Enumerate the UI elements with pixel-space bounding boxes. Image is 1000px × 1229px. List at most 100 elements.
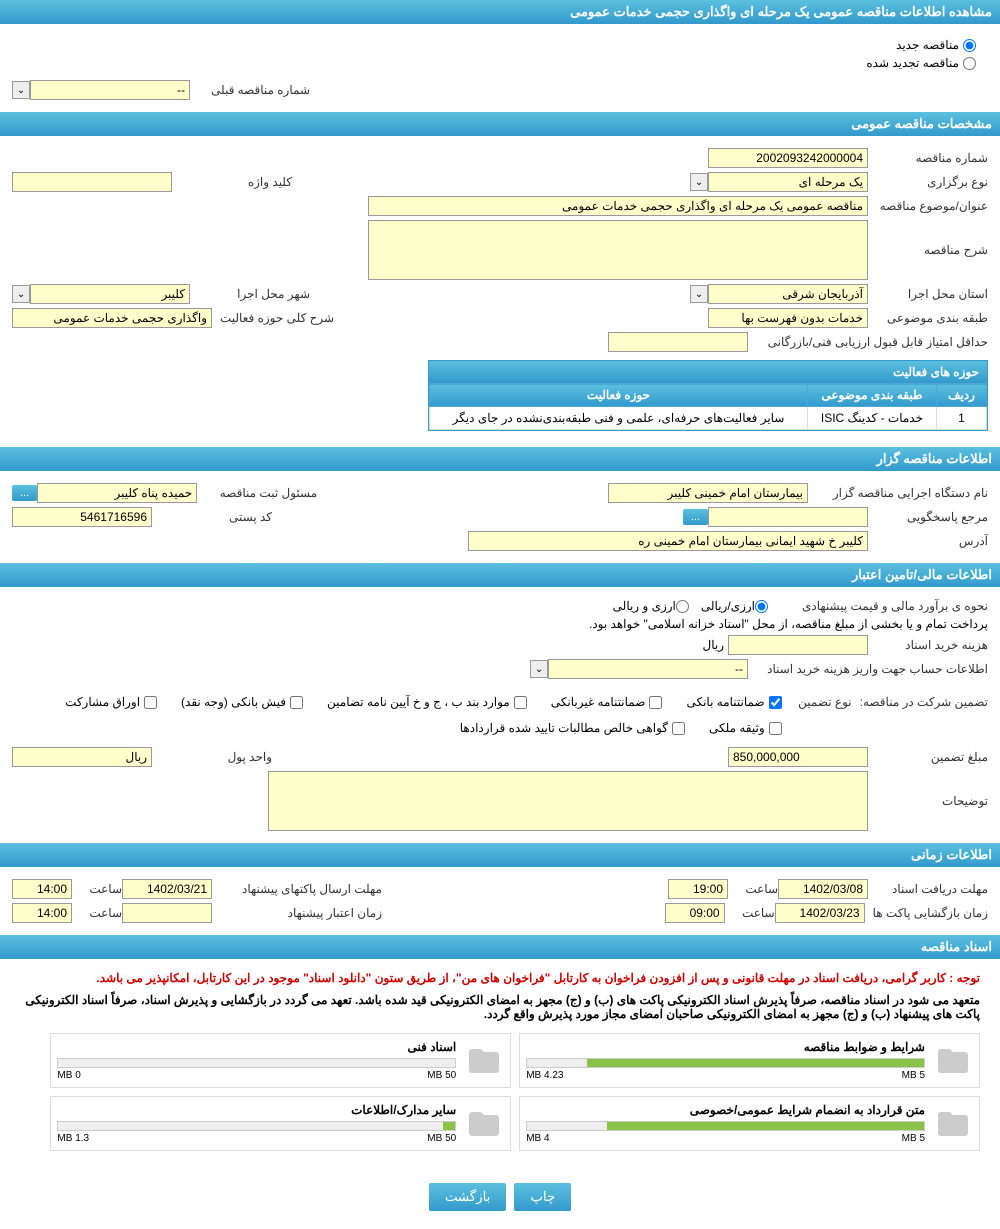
explanation-field[interactable] (268, 771, 868, 831)
guarantee-checkbox-item: موارد بند ب ، ج و خ آیین نامه تضامین (327, 695, 527, 709)
subject-label: عنوان/موضوع مناقصه (868, 199, 988, 213)
guarantee-checkbox[interactable] (144, 696, 157, 709)
radio-renewed-tender[interactable] (963, 57, 976, 70)
col-classification: طبقه بندی موضوعی (807, 384, 936, 407)
time-label: ساعت (72, 882, 122, 896)
back-button[interactable]: بازگشت (429, 1183, 507, 1211)
guarantee-checkbox-label: گواهی خالص مطالبات تایید شده قراردادها (460, 721, 668, 735)
table-cell: خدمات - کدینگ ISIC (807, 407, 936, 430)
radio-both[interactable] (676, 600, 689, 613)
send-deadline-time[interactable]: 14:00 (12, 879, 72, 899)
guarantee-checkbox-item: ضمانتنامه غیربانکی (551, 695, 663, 709)
guarantee-type-label: نوع تضمین (782, 695, 852, 709)
explanation-label: توضیحات (868, 794, 988, 808)
prev-tender-label: شماره مناقصه قبلی (190, 83, 310, 97)
subject-field[interactable]: مناقصه عمومی یک مرحله ای واگذاری حجمی خد… (368, 196, 868, 216)
city-label: شهر محل اجرا (190, 287, 310, 301)
notice-red: توجه : کاربر گرامی، دریافت اسناد در مهلت… (12, 967, 988, 989)
print-button[interactable]: چاپ (514, 1183, 571, 1211)
folder-icon (933, 1041, 973, 1081)
progress-bar (57, 1058, 456, 1068)
classification-label: طبقه بندی موضوعی (868, 311, 988, 325)
radio-both-label: ارزی و ریالی (613, 599, 676, 613)
file-box[interactable]: اسناد فنی50 MB0 MB (50, 1033, 511, 1088)
guarantee-checkbox[interactable] (290, 696, 303, 709)
purchase-cost-field[interactable] (728, 635, 868, 655)
guarantee-checkbox[interactable] (672, 722, 685, 735)
guarantee-checkbox[interactable] (769, 696, 782, 709)
section-financial: اطلاعات مالی/تامین اعتبار (0, 563, 1000, 587)
guarantee-checkbox-item: فیش بانکی (وجه نقد) (181, 695, 303, 709)
classification-field[interactable]: خدمات بدون فهرست بها (708, 308, 868, 328)
holding-type-field[interactable]: یک مرحله ای (708, 172, 868, 192)
progress-bar (526, 1058, 925, 1068)
guarantee-checkbox[interactable] (769, 722, 782, 735)
registrar-label: مسئول ثبت مناقصه (197, 486, 317, 500)
radio-new-tender[interactable] (963, 39, 976, 52)
radio-rial[interactable] (755, 600, 768, 613)
folder-icon (464, 1104, 504, 1144)
keyword-field[interactable] (12, 172, 172, 192)
table-cell: 1 (937, 407, 987, 430)
province-field[interactable]: آذربایجان شرقی (708, 284, 868, 304)
account-label: اطلاعات حساب جهت واریز هزینه خرید اسناد (748, 662, 988, 676)
rial-label: ریال (702, 638, 724, 652)
chevron-down-icon[interactable]: ⌄ (12, 81, 30, 99)
prev-tender-field[interactable]: -- (30, 80, 190, 100)
file-title: شرایط و ضوابط مناقصه (526, 1040, 925, 1054)
file-box[interactable]: سایر مدارک/اطلاعات50 MB1.3 MB (50, 1096, 511, 1151)
opening-label: زمان بازگشایی پاکت ها (865, 906, 988, 920)
more-button[interactable]: ... (12, 485, 37, 501)
guarantee-checkbox[interactable] (514, 696, 527, 709)
receive-deadline-date[interactable]: 1402/03/08 (778, 879, 868, 899)
file-size-text: 5 MB4 MB (526, 1133, 925, 1144)
payment-notice: پرداخت تمام و یا بخشی از مبلغ مناقصه، از… (589, 617, 988, 631)
scope-field[interactable]: واگذاری حجمی خدمات عمومی (12, 308, 212, 328)
guarantee-checkbox-item: وثیقه ملکی (709, 721, 782, 735)
file-box[interactable]: شرایط و ضوابط مناقصه5 MB4.23 MB (519, 1033, 980, 1088)
guarantee-checkbox-label: اوراق مشارکت (65, 695, 140, 709)
page-title: مشاهده اطلاعات مناقصه عمومی یک مرحله ای … (0, 0, 1000, 24)
chevron-down-icon[interactable]: ⌄ (690, 173, 708, 191)
receive-deadline-time[interactable]: 19:00 (668, 879, 728, 899)
receive-deadline-label: مهلت دریافت اسناد (868, 882, 988, 896)
radio-new-tender-label: مناقصه جدید (896, 38, 959, 52)
guarantee-checkbox-label: ضمانتنامه غیربانکی (551, 695, 646, 709)
city-field[interactable]: کلیبر (30, 284, 190, 304)
account-field[interactable]: -- (548, 659, 748, 679)
radio-rial-label: ارزی/ریالی (701, 599, 755, 613)
validity-date[interactable] (122, 903, 212, 923)
notice-bold: متعهد می شود در اسناد مناقصه، صرفاً پذیر… (12, 989, 988, 1025)
send-deadline-label: مهلت ارسال پاکتهای پیشنهاد (212, 882, 382, 896)
description-label: شرح مناقصه (868, 243, 988, 257)
chevron-down-icon[interactable]: ⌄ (530, 660, 548, 678)
folder-icon (933, 1104, 973, 1144)
address-field: کلیبر خ شهید ایمانی بیمارستان امام خمینی… (468, 531, 868, 551)
table-row: 1خدمات - کدینگ ISICسایر فعالیت‌های حرفه‌… (430, 407, 987, 430)
amount-field[interactable]: 850,000,000 (728, 747, 868, 767)
keyword-label: کلید واژه (172, 175, 292, 189)
province-label: استان محل اجرا (868, 287, 988, 301)
opening-date[interactable]: 1402/03/23 (775, 903, 865, 923)
chevron-down-icon[interactable]: ⌄ (12, 285, 30, 303)
opening-time[interactable]: 09:00 (665, 903, 725, 923)
folder-icon (464, 1041, 504, 1081)
guarantee-checkbox[interactable] (649, 696, 662, 709)
progress-bar (526, 1121, 925, 1131)
inquiry-label: مرجع پاسخگویی (868, 510, 988, 524)
purchase-cost-label: هزینه خرید اسناد (868, 638, 988, 652)
col-activity: حوزه فعالیت (430, 384, 808, 407)
time-label: ساعت (728, 882, 778, 896)
send-deadline-date[interactable]: 1402/03/21 (122, 879, 212, 899)
inquiry-field[interactable] (708, 507, 868, 527)
validity-time[interactable]: 14:00 (12, 903, 72, 923)
postal-label: کد پستی (152, 510, 272, 524)
description-field[interactable] (368, 220, 868, 280)
chevron-down-icon[interactable]: ⌄ (690, 285, 708, 303)
tender-number-field: 2002093242000004 (708, 148, 868, 168)
currency-field[interactable]: ریال (12, 747, 152, 767)
more-button[interactable]: ... (683, 509, 708, 525)
file-box[interactable]: متن قرارداد به انضمام شرایط عمومی/خصوصی5… (519, 1096, 980, 1151)
guarantee-checkbox-label: موارد بند ب ، ج و خ آیین نامه تضامین (327, 695, 510, 709)
min-score-field[interactable] (608, 332, 748, 352)
